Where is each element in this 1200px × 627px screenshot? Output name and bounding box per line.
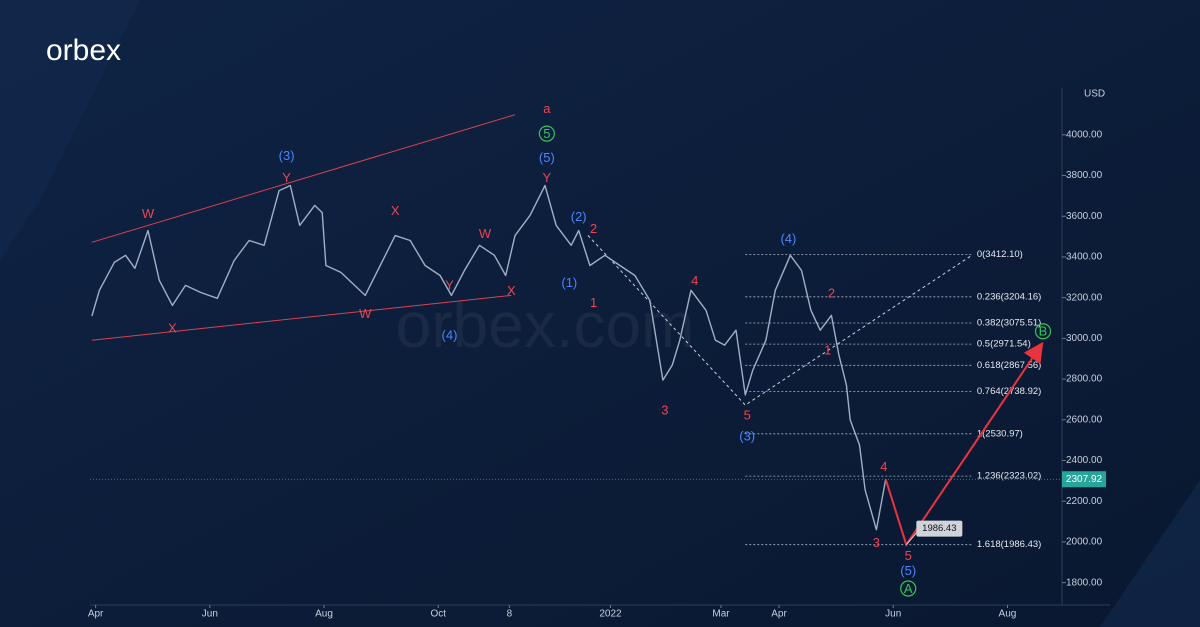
trendline	[91, 114, 516, 243]
x-tick-label: Oct	[430, 609, 446, 620]
y-tick-label: 2400.00	[1066, 455, 1103, 466]
fib-label: 1.618(1986.43)	[977, 539, 1041, 550]
wave-label: Y	[445, 278, 454, 293]
x-tick-label: Apr	[771, 609, 787, 620]
price-line-series	[91, 184, 887, 531]
wave-label: 4	[691, 273, 698, 288]
decor	[1100, 480, 1200, 627]
y-tick-label: 3000.00	[1066, 333, 1103, 344]
x-tick-label: 2022	[599, 609, 622, 620]
wave-label: X	[168, 321, 177, 336]
wave-label: Y	[543, 170, 552, 185]
fib-label: 0.382(3075.51)	[977, 318, 1041, 329]
wave-label: a	[543, 101, 551, 116]
fib-label: 0.5(2971.54)	[977, 339, 1031, 350]
logo: orbex	[46, 34, 121, 67]
wave-label: 5	[744, 407, 751, 422]
wave-label: (5)	[900, 563, 916, 578]
y-tick-label: 4000.00	[1066, 129, 1103, 140]
y-tick-label: 3800.00	[1066, 170, 1103, 181]
y-tick-label: 2200.00	[1066, 496, 1103, 507]
y-tick-label: 2600.00	[1066, 414, 1103, 425]
wave-label: (3)	[279, 148, 295, 163]
wave-circle	[538, 125, 555, 142]
y-tick-label: 3400.00	[1066, 252, 1103, 263]
fib-label: 0.236(3204.16)	[977, 291, 1041, 302]
y-tick-label: 1800.00	[1066, 577, 1103, 588]
y-tick-label: 3200.00	[1066, 292, 1103, 303]
wave-label: (5)	[539, 150, 555, 165]
trendline	[91, 294, 512, 341]
decor	[0, 0, 140, 260]
projection	[884, 341, 1044, 547]
wave-label: W	[479, 226, 492, 241]
x-tick-label: Aug	[999, 609, 1017, 620]
wave-label: (4)	[442, 328, 458, 343]
watermark: orbex.com	[396, 289, 695, 361]
wave-label: (1)	[561, 275, 577, 290]
x-tick-label: Jun	[202, 609, 218, 620]
wave-label: W	[359, 306, 372, 321]
plot: 1800.00 2000.00 2200.00 2400.00 2600.00 2800.…	[88, 88, 1110, 620]
wave-label: 3	[661, 402, 668, 417]
y-tick-label: 3600.00	[1066, 211, 1103, 222]
price-tag-box	[1062, 471, 1106, 488]
wave-label: Y	[282, 170, 291, 185]
wave-label: 1	[824, 343, 831, 358]
wave-label: (3)	[739, 428, 755, 443]
fib-label: 0.618(2867.56)	[977, 360, 1041, 371]
wave-label: 1	[590, 295, 597, 310]
x-tick-label: Jun	[885, 609, 901, 620]
wave-label: 5	[905, 548, 912, 563]
wave-label: 2	[828, 286, 835, 301]
callout-box	[916, 520, 963, 537]
fib-label: 1(2530.97)	[977, 428, 1023, 439]
wave-label: 3	[873, 535, 880, 550]
wave-label: 5	[543, 126, 550, 141]
wave-circle	[900, 580, 917, 597]
x-tick-label: Aug	[315, 609, 333, 620]
unit: USD	[1084, 89, 1105, 100]
wave-label: B	[1039, 324, 1048, 339]
wave-label: 2	[590, 221, 597, 236]
wave-label: (4)	[780, 231, 796, 246]
wave-label: A	[904, 581, 913, 596]
wave-label: 4	[880, 459, 887, 474]
callout-label: 1986.43	[922, 523, 956, 534]
y-tick-label: 2000.00	[1066, 537, 1103, 548]
x-tick-label: 8	[507, 609, 513, 620]
wave-label: X	[507, 283, 516, 298]
x-tick-label: Mar	[712, 609, 730, 620]
price-tag: 2307.92	[1066, 474, 1103, 485]
wave-label: X	[391, 203, 400, 218]
wave-circle	[1034, 323, 1052, 340]
fib-label: 0(3412.10)	[977, 249, 1023, 260]
wave-label: W	[142, 206, 155, 221]
wave-label: (2)	[571, 209, 587, 224]
fib-label: 1.236(2323.02)	[977, 471, 1041, 482]
x-tick-label: Apr	[88, 609, 104, 620]
y-tick-label: 2800.00	[1066, 374, 1103, 385]
